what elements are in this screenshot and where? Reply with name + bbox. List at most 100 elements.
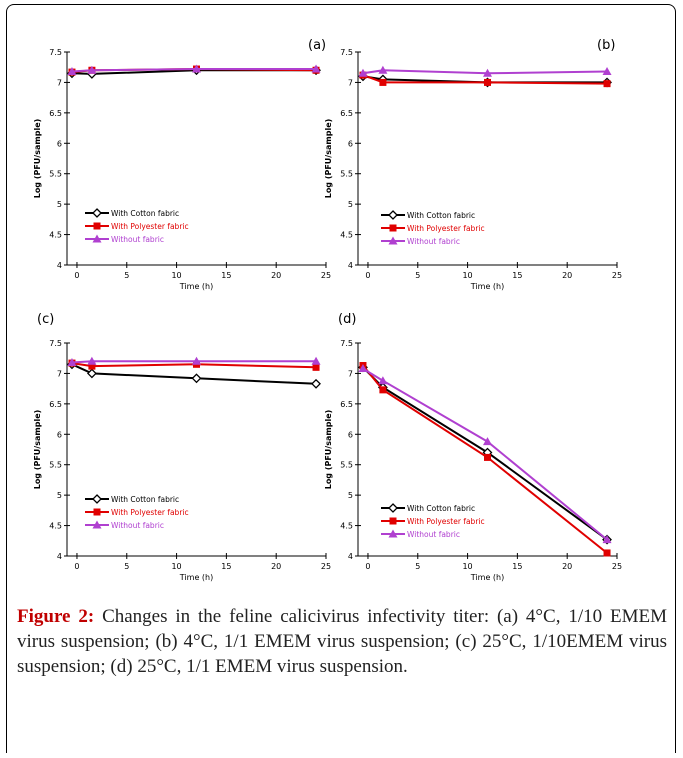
data-point [358, 68, 368, 77]
y-tick-label: 5 [348, 200, 353, 209]
x-tick-label: 20 [271, 562, 281, 571]
data-point [389, 517, 397, 525]
chart-panel: 4 4.5 5 5.5 6 6.5 7 7.5 0 5 10 15 20 25 Time (h) Log (P… [33, 312, 331, 582]
series-line [362, 367, 608, 541]
legend-label: With Polyester fabric [111, 508, 189, 517]
data-point [192, 64, 201, 73]
legend-label: With Polyester fabric [111, 222, 189, 231]
series-line [71, 360, 316, 364]
series-line [71, 362, 317, 369]
data-point [312, 363, 320, 371]
y-tick-label: 5 [348, 491, 353, 500]
chart-panel: 4 4.5 5 5.5 6 6.5 7 7.5 0 5 10 15 20 25 Time (h) Log (P… [324, 38, 622, 291]
panel-label: (c) [37, 312, 54, 327]
y-tick-label: 6 [348, 139, 353, 148]
y-tick-label: 7.5 [49, 339, 62, 348]
series-line [71, 68, 316, 73]
data-point [388, 503, 398, 513]
data-point [88, 362, 96, 370]
panel-label: (a) [308, 38, 326, 53]
data-point [87, 356, 97, 365]
series-line [362, 74, 608, 85]
data-point [92, 208, 102, 218]
x-tick-label: 0 [365, 271, 370, 280]
y-axis-label: Log (PFU/sample) [324, 119, 333, 199]
y-tick-label: 5 [57, 491, 62, 500]
legend-label: With Cotton fabric [111, 209, 179, 218]
x-tick-label: 10 [462, 271, 472, 280]
data-point [378, 65, 388, 74]
data-point [602, 66, 612, 75]
data-point [92, 234, 102, 243]
series-line [362, 364, 608, 554]
y-tick-label: 4 [348, 261, 353, 270]
x-tick-label: 10 [462, 562, 472, 571]
chart-panel: 4 4.5 5 5.5 6 6.5 7 7.5 0 5 10 15 20 25 Time (h) Log (P… [33, 38, 331, 291]
y-tick-label: 4 [348, 552, 353, 561]
data-point [311, 64, 321, 73]
legend-label: With Cotton fabric [407, 504, 475, 513]
data-point [602, 535, 612, 544]
y-tick-label: 5.5 [340, 461, 353, 470]
x-tick-label: 25 [321, 271, 331, 280]
legend-label: With Polyester fabric [407, 517, 485, 526]
x-tick-label: 0 [74, 271, 79, 280]
x-tick-label: 15 [221, 271, 231, 280]
figure-caption-text: Changes in the feline calicivirus infect… [17, 606, 667, 677]
data-point [378, 376, 388, 385]
y-tick-label: 4.5 [49, 231, 62, 240]
data-point [192, 356, 201, 365]
y-tick-label: 4.5 [49, 522, 62, 531]
y-tick-label: 6.5 [49, 400, 62, 409]
y-axis-label: Log (PFU/sample) [324, 410, 333, 490]
y-tick-label: 4 [57, 261, 62, 270]
legend-label: Without fabric [407, 530, 460, 539]
x-tick-label: 10 [171, 271, 181, 280]
y-tick-label: 6 [57, 139, 62, 148]
y-axis-label: Log (PFU/sample) [33, 410, 42, 490]
data-point [87, 65, 97, 74]
x-tick-label: 25 [612, 562, 622, 571]
data-point [483, 68, 492, 77]
panel-label: (d) [338, 312, 356, 327]
data-point [483, 437, 492, 446]
data-point [191, 373, 202, 384]
data-point [92, 494, 102, 504]
figure-panels: 4 4.5 5 5.5 6 6.5 7 7.5 0 5 10 15 20 25 Time (h) Log (P… [33, 38, 622, 582]
data-point [388, 529, 398, 538]
y-tick-label: 7 [57, 78, 62, 87]
data-point [86, 368, 97, 379]
data-point [484, 453, 491, 461]
y-tick-label: 6 [348, 430, 353, 439]
figure-frame [6, 4, 676, 753]
y-tick-label: 6.5 [340, 400, 353, 409]
y-tick-label: 7 [57, 369, 62, 378]
data-point [358, 364, 368, 373]
data-point [311, 356, 321, 365]
figure-caption: Figure 2: Changes in the feline calicivi… [17, 604, 667, 679]
legend-label: Without fabric [111, 235, 164, 244]
legend-label: With Cotton fabric [111, 495, 179, 504]
chart-panel: 4 4.5 5 5.5 6 6.5 7 7.5 0 5 10 15 20 25 Time (h) Log (P… [324, 312, 622, 582]
data-point [379, 386, 387, 394]
x-axis-label: Time (h) [179, 573, 213, 582]
x-tick-label: 0 [365, 562, 370, 571]
x-tick-label: 25 [612, 271, 622, 280]
data-point [389, 224, 397, 232]
panel-label: (b) [597, 38, 615, 53]
x-tick-label: 15 [512, 562, 522, 571]
figure-caption-label: Figure 2: [17, 606, 95, 627]
series-line [71, 363, 317, 385]
x-tick-label: 5 [124, 562, 129, 571]
x-tick-label: 25 [321, 562, 331, 571]
data-point [93, 508, 101, 516]
x-axis-label: Time (h) [470, 282, 504, 291]
data-point [92, 520, 102, 529]
legend-label: With Cotton fabric [407, 211, 475, 220]
y-tick-label: 6.5 [340, 109, 353, 118]
data-point [603, 80, 611, 88]
x-tick-label: 15 [221, 562, 231, 571]
data-point [93, 222, 101, 230]
series-line [362, 69, 608, 75]
y-tick-label: 5 [57, 200, 62, 209]
